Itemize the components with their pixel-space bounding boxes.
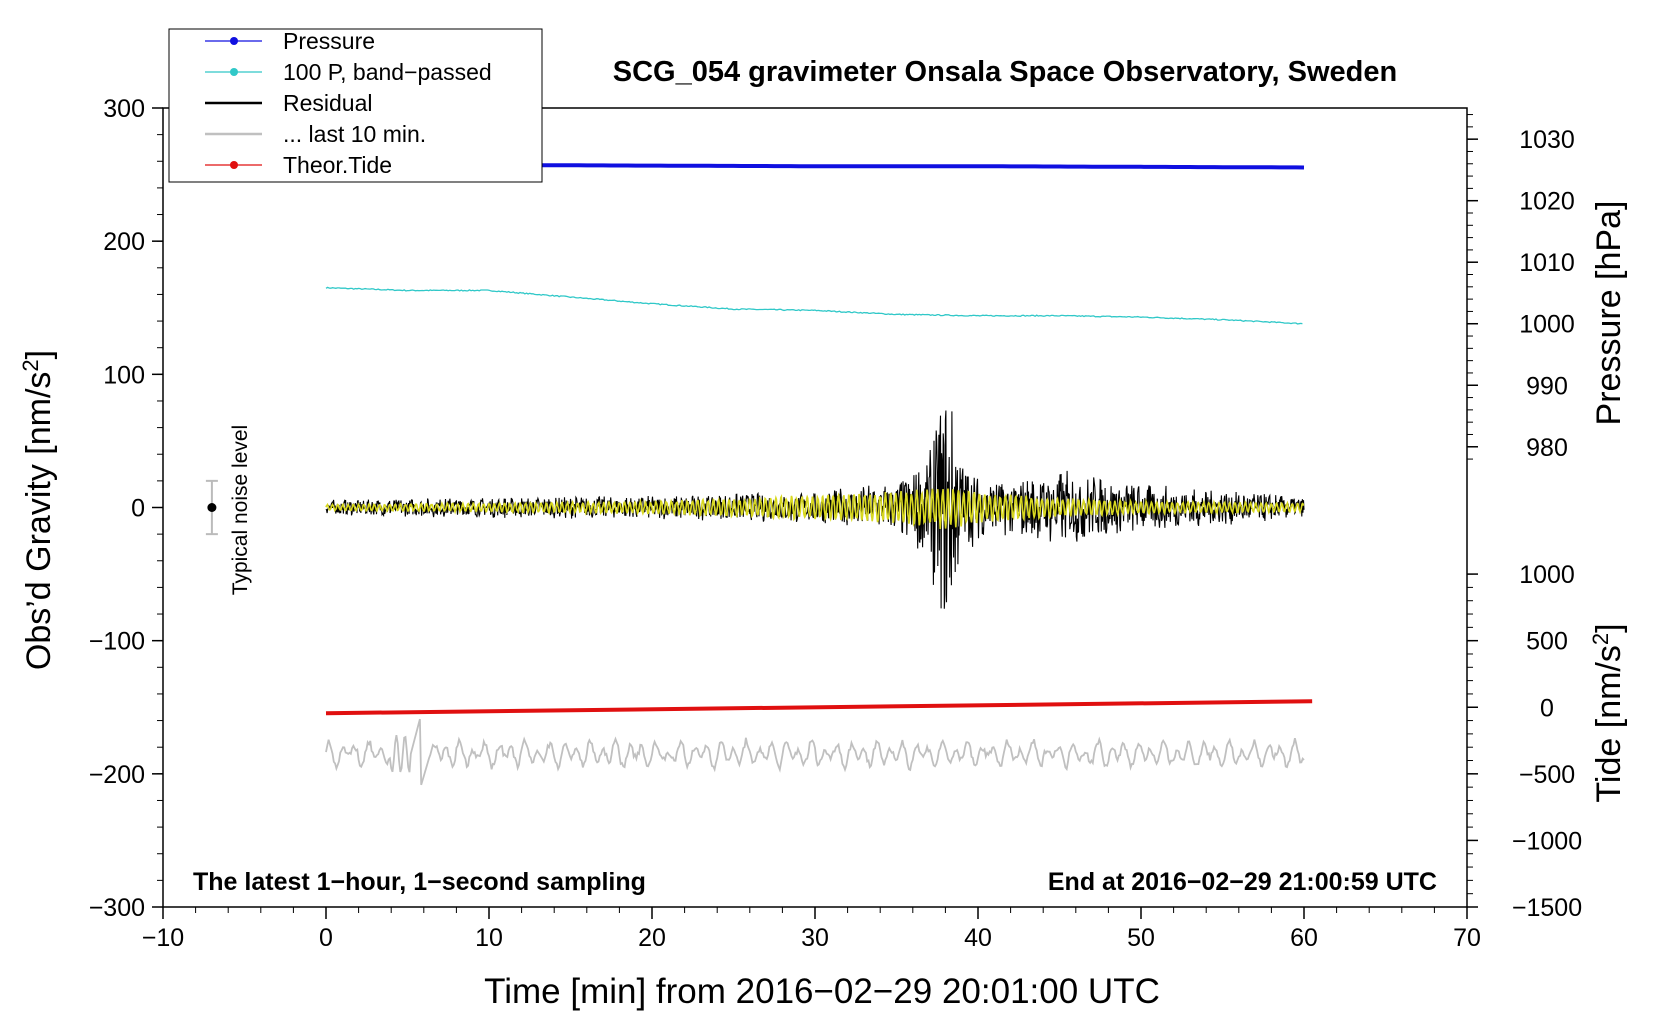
legend-label: 100 P, band−passed: [283, 59, 492, 85]
series-residual-bandpassed: [325, 488, 1305, 529]
y-axis-label-left-close: ]: [20, 350, 58, 359]
tide-tick-label: 0: [1540, 694, 1554, 722]
annotation-end-time: End at 2016−02−29 21:00:59 UTC: [1048, 868, 1437, 896]
y-tick-label-left: 0: [131, 495, 145, 523]
y-axis-label-tide-text: Tide [nm/s: [1590, 645, 1628, 802]
annotation-sampling: The latest 1−hour, 1−second sampling: [193, 868, 646, 896]
pressure-tick-label: 1020: [1519, 188, 1575, 216]
pressure-tick-label: 1030: [1519, 126, 1575, 154]
y-tick-label-left: −100: [89, 628, 145, 656]
pressure-tick-label: 1000: [1519, 311, 1575, 339]
y-tick-label-left: 200: [103, 228, 145, 256]
y-axis-label-tide-close: ]: [1590, 623, 1628, 632]
y-axis-label-tide-superscript: 2: [1588, 633, 1613, 645]
plot-frame: [162, 107, 1468, 908]
series-pressure-bandpassed: [325, 286, 1303, 325]
legend: Pressure 100 P, band−passed Residual ... la…: [168, 28, 543, 183]
series-last-10-min: [325, 718, 1305, 786]
x-tick-label: 60: [1290, 924, 1318, 952]
x-tick-label: 30: [801, 924, 829, 952]
legend-label: Theor.Tide: [283, 152, 392, 178]
tide-tick-label: −1500: [1512, 894, 1582, 922]
x-tick-label: 0: [319, 924, 333, 952]
tide-tick-label: 500: [1526, 628, 1568, 656]
y-tick-label-left: 300: [103, 95, 145, 123]
x-tick-label: 70: [1453, 924, 1481, 952]
noise-level-label: Typical noise level: [229, 425, 252, 595]
x-tick-label: 20: [638, 924, 666, 952]
y-tick-label-left: −200: [89, 761, 145, 789]
x-tick-label: 40: [964, 924, 992, 952]
y-axis-label-tide: Tide [nm/s2]: [1588, 623, 1628, 802]
y-axis-label-pressure: Pressure [hPa]: [1590, 201, 1628, 426]
tide-tick-label: 1000: [1519, 561, 1575, 589]
legend-marker: [230, 68, 238, 76]
x-tick-label: 50: [1127, 924, 1155, 952]
pressure-tick-label: 980: [1526, 434, 1568, 462]
series-residual: [325, 410, 1305, 609]
x-tick-label: 10: [475, 924, 503, 952]
pressure-tick-label: 990: [1526, 372, 1568, 400]
legend-label: Residual: [283, 90, 373, 116]
chart-title: SCG_054 gravimeter Onsala Space Observat…: [613, 56, 1397, 88]
y-tick-label-left: −300: [89, 894, 145, 922]
x-tick-label: −10: [142, 924, 184, 952]
y-axis-label-left: Obs’d Gravity [nm/s2]: [18, 350, 58, 670]
y-axis-label-left-text: Obs’d Gravity [nm/s: [20, 372, 58, 671]
legend-marker: [230, 161, 238, 169]
legend-label: Pressure: [283, 28, 375, 54]
y-axis-label-left-superscript: 2: [18, 359, 43, 371]
pressure-tick-label: 1010: [1519, 249, 1575, 277]
legend-label: ... last 10 min.: [283, 121, 426, 147]
noise-bar-center: [207, 503, 217, 512]
series-layer: [205, 163, 1313, 786]
x-axis-label: Time [min] from 2016−02−29 20:01:00 UTC: [484, 972, 1160, 1011]
legend-marker: [230, 37, 238, 45]
y-tick-label-left: 100: [103, 361, 145, 389]
tide-tick-label: −1000: [1512, 827, 1582, 855]
series-tide: [325, 699, 1313, 716]
tide-tick-label: −500: [1519, 761, 1575, 789]
axes: −10 0 10 20 30 40 50 60 703002001000−100−200−300…: [89, 95, 1582, 952]
legend-box: [168, 28, 543, 183]
